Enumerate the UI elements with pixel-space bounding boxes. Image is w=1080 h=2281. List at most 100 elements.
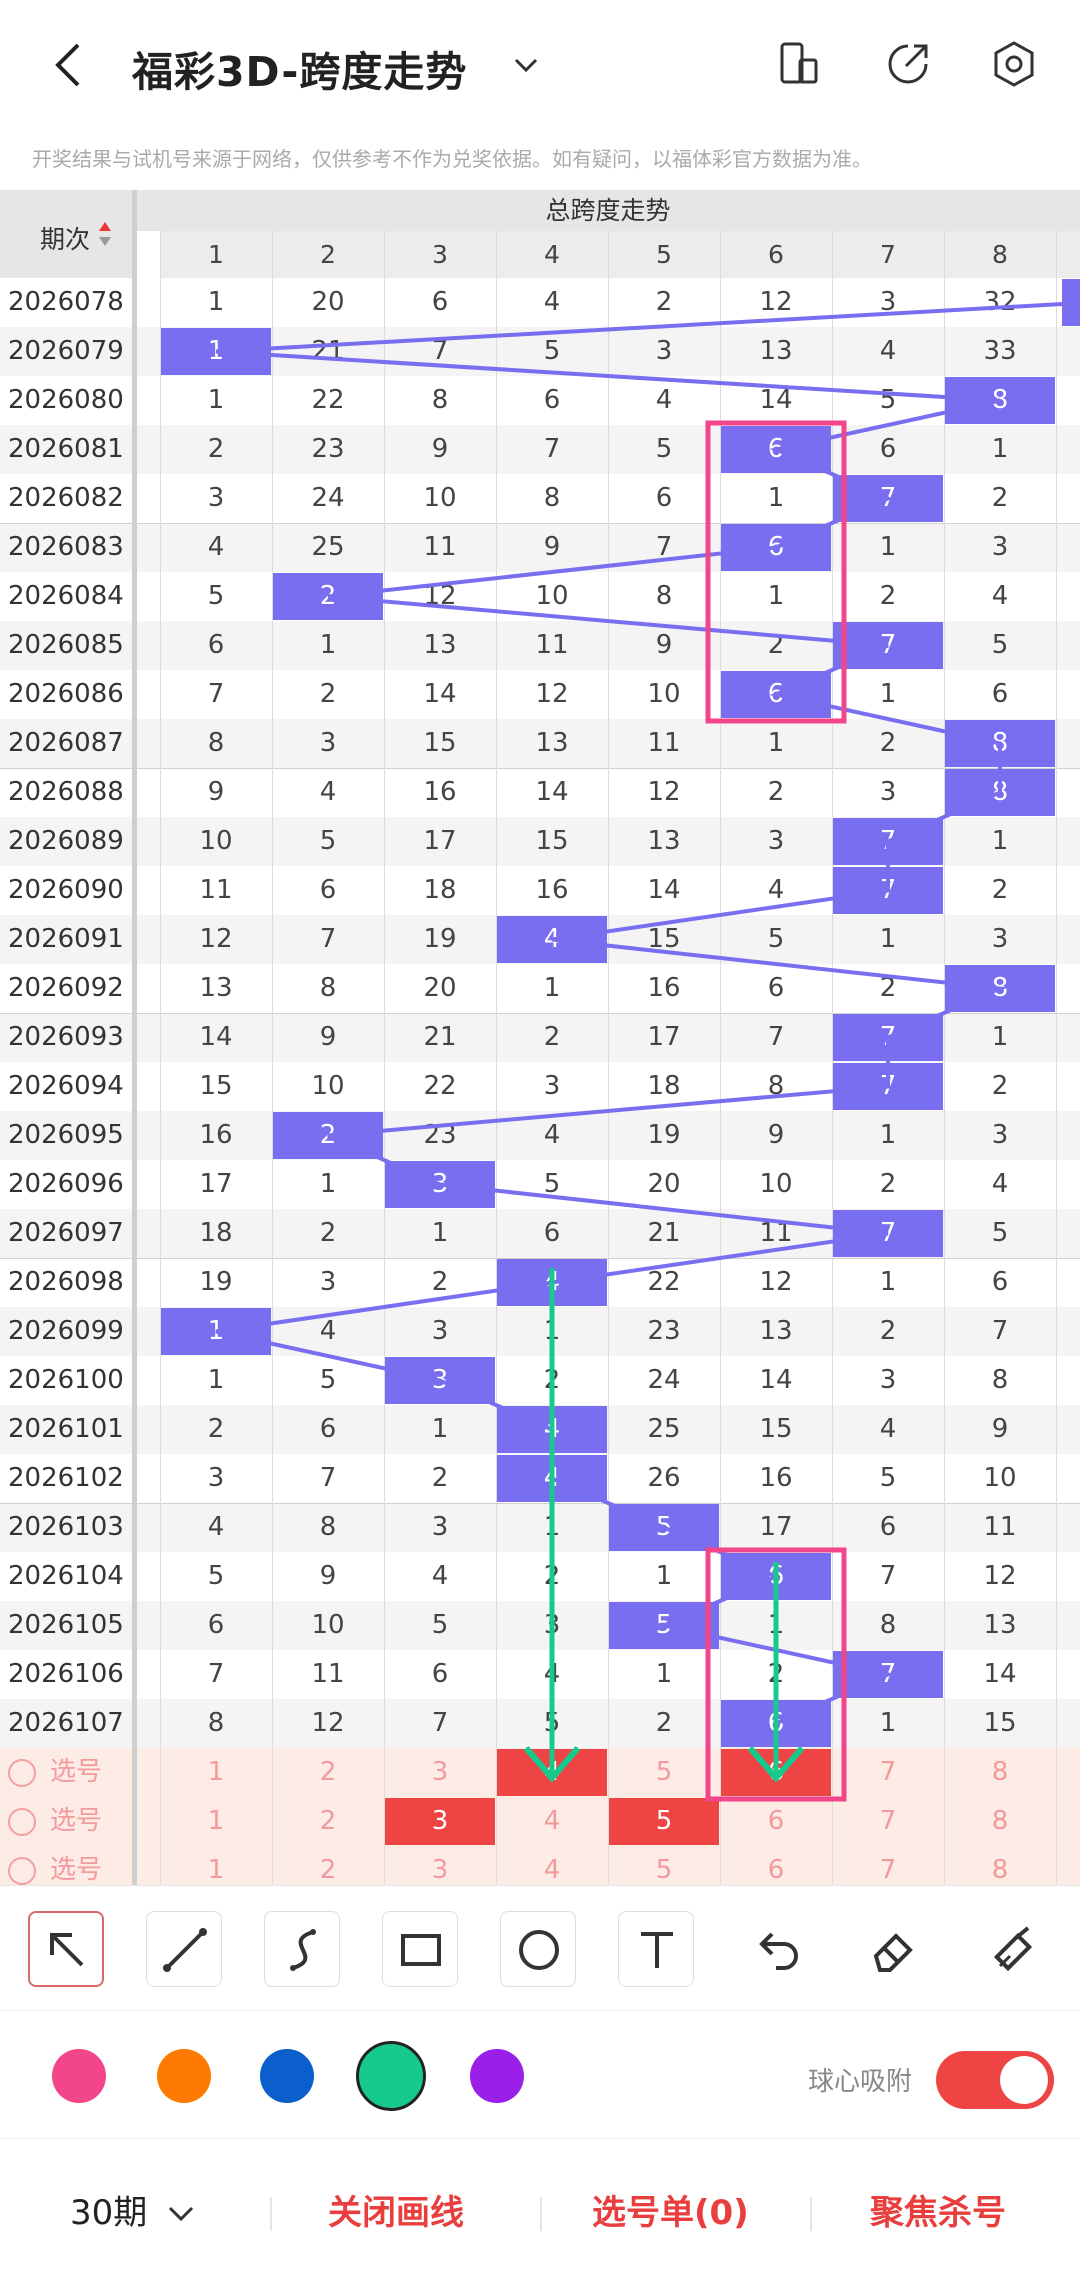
hit-cell: 8 [945,769,1055,816]
table-cell: 4 [207,1512,225,1542]
table-cell: 3 [207,1463,225,1493]
table-cell: 11 [535,630,569,660]
table-cell: 1 [991,434,1009,464]
undo-icon[interactable] [742,1916,810,1984]
table-cell: 9 [207,777,225,807]
grid-line [1056,231,1057,1885]
pointer-tool-button[interactable] [28,1911,104,1987]
pick-cell[interactable]: 3 [431,1855,449,1885]
hit-cell: 1 [161,1308,271,1355]
pick-cell[interactable]: 7 [879,1855,897,1885]
pick-label-text: 选号 [50,1855,103,1885]
text-tool-button[interactable] [618,1911,694,1987]
table-cell: 9 [319,1561,337,1591]
pick-row-label[interactable]: 选号 [8,1748,132,1797]
pick-cell[interactable]: 7 [879,1806,897,1836]
table-cell: 17 [759,1512,793,1542]
pick-cell-selected[interactable]: 3 [385,1798,495,1845]
pick-cell[interactable]: 3 [431,1757,449,1787]
period-cell: 2026078 [8,287,124,317]
table-cell: 13 [423,630,457,660]
color-swatch-blue[interactable] [260,2049,314,2103]
clear-icon[interactable] [980,1916,1048,1984]
table-cell: 12 [535,679,569,709]
pick-cell[interactable]: 4 [543,1855,561,1885]
circle-tool-button[interactable] [500,1911,576,1987]
pick-cell[interactable]: 4 [543,1806,561,1836]
table-cell: 32 [983,287,1017,317]
grid-line [720,231,721,1885]
column-number: 4 [544,240,560,269]
table-cell: 7 [991,1316,1009,1346]
pick-cell[interactable]: 6 [767,1806,785,1836]
table-cell: 2 [207,434,225,464]
period-count-select[interactable]: 30期 [70,2185,196,2234]
table-cell: 7 [207,679,225,709]
pick-cell[interactable]: 5 [655,1757,673,1787]
pick-cell[interactable]: 1 [207,1806,225,1836]
pick-list-button[interactable]: 选号单(0) [592,2193,749,2233]
close-draw-button[interactable]: 关闭画线 [328,2193,464,2233]
pick-cell[interactable]: 8 [991,1806,1009,1836]
hit-cell: 2 [273,1112,383,1159]
settings-icon[interactable] [988,38,1040,90]
table-cell: 16 [199,1120,233,1150]
pick-cell[interactable]: 8 [991,1757,1009,1787]
device-icon[interactable] [772,38,824,90]
pick-label-text: 选号 [50,1757,103,1787]
color-swatch-pink[interactable] [52,2049,106,2103]
pick-cell[interactable]: 5 [655,1855,673,1885]
chevron-down-icon[interactable] [508,48,544,84]
table-cell: 1 [879,1120,897,1150]
table-cell: 8 [207,1708,225,1738]
table-cell: 13 [647,826,681,856]
pick-cell[interactable]: 7 [879,1757,897,1787]
line-tool-button[interactable] [146,1911,222,1987]
pick-cell[interactable]: 1 [207,1757,225,1787]
sort-icon[interactable] [98,220,112,248]
period-header[interactable]: 期次 [0,190,136,278]
hit-cell: 8 [945,720,1055,767]
pick-cell[interactable]: 6 [767,1855,785,1885]
back-arrow-icon[interactable] [48,40,88,90]
table-cell: 5 [543,1169,561,1199]
hit-cell: 2 [273,573,383,620]
hit-cell: 4 [497,1455,607,1502]
pick-cell[interactable]: 1 [207,1855,225,1885]
table-cell: 25 [311,532,345,562]
color-swatch-orange[interactable] [157,2049,211,2103]
pick-cell-selected[interactable]: 6 [721,1749,831,1796]
table-cell: 1 [767,1610,785,1640]
column-number: 5 [656,240,672,269]
color-swatch-purple[interactable] [470,2049,524,2103]
table-cell: 9 [543,532,561,562]
rectangle-tool-button[interactable] [382,1911,458,1987]
focus-kill-button[interactable]: 聚焦杀号 [870,2193,1006,2233]
table-cell: 1 [431,1414,449,1444]
pick-row-label[interactable]: 选号 [8,1797,132,1846]
table-cell: 10 [647,679,681,709]
pick-row-label[interactable]: 选号 [8,1846,132,1885]
share-icon[interactable] [882,38,934,90]
table-cell: 10 [759,1169,793,1199]
grid-line [832,231,833,1885]
table-cell: 4 [655,385,673,415]
pick-cell-selected[interactable]: 4 [497,1749,607,1796]
table-cell: 17 [199,1169,233,1199]
table-cell: 10 [199,826,233,856]
group-separator [0,523,1080,524]
pick-cell[interactable]: 2 [319,1806,337,1836]
eraser-icon[interactable] [860,1916,928,1984]
pick-cell[interactable]: 2 [319,1855,337,1885]
table-cell: 7 [543,434,561,464]
top-bar: 福彩3D-跨度走势 [0,0,1080,130]
pick-cell[interactable]: 8 [991,1855,1009,1885]
curve-tool-button[interactable] [264,1911,340,1987]
pick-cell[interactable]: 2 [319,1757,337,1787]
table-cell: 3 [431,1316,449,1346]
color-swatch-green-selected[interactable] [356,2041,426,2111]
pick-cell-selected[interactable]: 5 [609,1798,719,1845]
table-cell: 17 [647,1022,681,1052]
column-number: 3 [432,240,448,269]
snap-toggle[interactable] [936,2051,1054,2109]
